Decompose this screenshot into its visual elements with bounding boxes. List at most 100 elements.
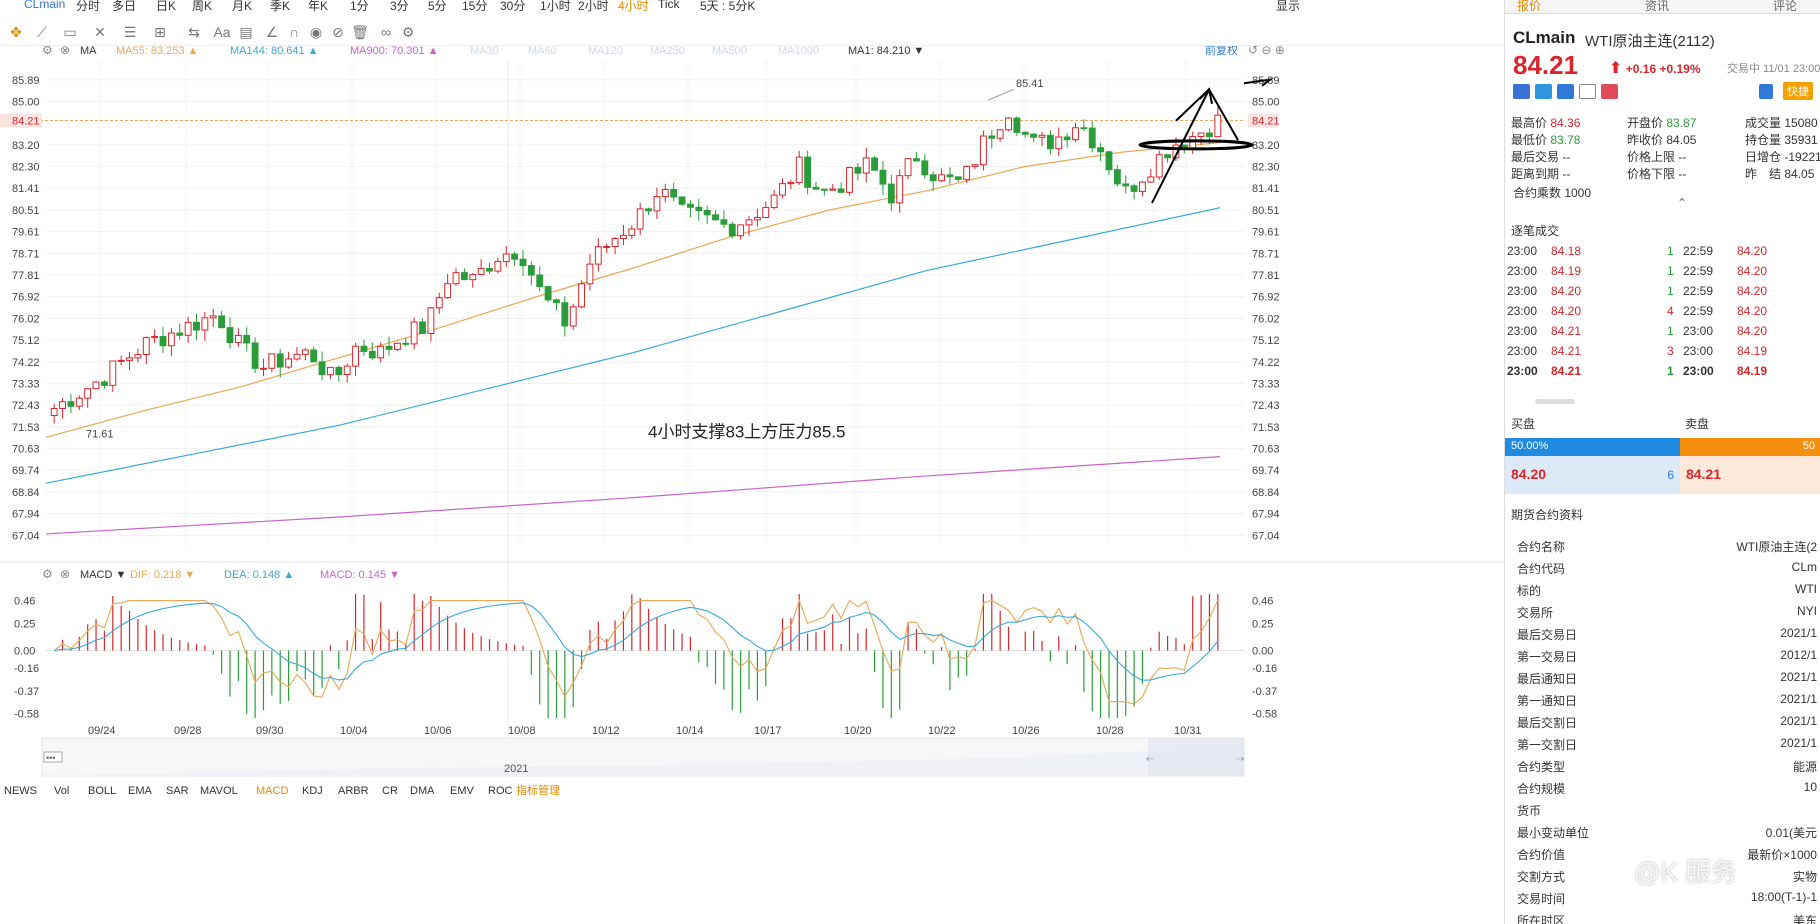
- display-menu[interactable]: 显示: [1276, 0, 1301, 13]
- indicator-tab[interactable]: Vol: [54, 785, 69, 797]
- ruler-tool-icon[interactable]: ∠: [265, 24, 279, 40]
- indicator-tab[interactable]: 指标管理: [516, 783, 560, 797]
- fibonacci-tool-icon[interactable]: ☰: [123, 24, 137, 40]
- y-tick-left: 69.74: [12, 465, 40, 477]
- faded-ma-legend: MA250: [650, 46, 685, 57]
- indicator-tab[interactable]: CR: [382, 785, 398, 797]
- person-icon[interactable]: [1557, 84, 1574, 99]
- candle-body: [795, 156, 803, 184]
- collapse-chevron-icon[interactable]: ⌃: [1677, 196, 1688, 210]
- trash-icon[interactable]: 🗑: [351, 24, 369, 40]
- indicator-tab[interactable]: BOLL: [88, 785, 116, 797]
- indicator-tab[interactable]: ARBR: [338, 785, 369, 797]
- y-tick-right: 67.94: [1252, 509, 1280, 521]
- candle-body: [385, 345, 393, 350]
- period-1[interactable]: 多日: [112, 0, 137, 13]
- indicator-tab[interactable]: ROC: [488, 785, 513, 797]
- bid-volume: 6: [1667, 468, 1674, 482]
- candle-body: [946, 174, 954, 178]
- indicator-tab[interactable]: EMV: [450, 785, 475, 797]
- hide-icon[interactable]: ⊘: [332, 24, 344, 40]
- support-ellipse: [1138, 139, 1254, 151]
- trade-cell: 84.18: [1551, 244, 1582, 258]
- trade-row: 23:00 84.21 1 23:00 84.20: [1507, 324, 1817, 344]
- indicator-tab[interactable]: MACD: [256, 785, 288, 797]
- heart-icon[interactable]: [1601, 84, 1618, 99]
- trade-cell: 84.21: [1551, 344, 1582, 358]
- period-5[interactable]: 季K: [270, 0, 291, 13]
- trades-title: 逐笔成交: [1511, 224, 1560, 238]
- period-2[interactable]: 日K: [156, 0, 177, 13]
- period-11[interactable]: 30分: [500, 0, 526, 13]
- info-row: 所在时区 美东: [1517, 912, 1817, 924]
- trades-scrollbar[interactable]: [1535, 399, 1575, 404]
- candle-body: [360, 345, 368, 352]
- comment-tool-icon[interactable]: ▤: [239, 24, 253, 40]
- period-4[interactable]: 月K: [232, 0, 253, 13]
- period-7[interactable]: 1分: [350, 0, 369, 13]
- macd-y-tick-left: -0.16: [14, 663, 39, 675]
- candle-body: [469, 273, 477, 281]
- price-chart[interactable]: ⚙ ⊗ MA MA55: 83.253 ▲ MA144: 80.641 ▲ MA900: …: [0, 43, 1504, 924]
- chart-svg[interactable]: ⚙ ⊗ MA MA55: 83.253 ▲ MA144: 80.641 ▲ MA900: …: [0, 43, 1504, 924]
- indicator-tab[interactable]: SAR: [166, 785, 189, 797]
- macd-settings-icon: ⚙: [42, 567, 53, 581]
- link-icon[interactable]: ∞: [381, 24, 391, 40]
- period-0[interactable]: 分时: [76, 0, 101, 13]
- indicator-tab[interactable]: NEWS: [4, 785, 37, 797]
- grid-tool-icon[interactable]: ⊞: [154, 24, 166, 40]
- tab-news[interactable]: 资讯: [1645, 0, 1670, 13]
- crosshair-icon[interactable]: ✥: [10, 24, 22, 40]
- document-icon[interactable]: [1579, 84, 1596, 99]
- period-8[interactable]: 3分: [390, 0, 409, 13]
- trade-cell: 84.20: [1737, 264, 1768, 278]
- candle-body: [142, 337, 150, 356]
- settings-icon[interactable]: ⚙: [401, 24, 415, 40]
- symbol-selector[interactable]: CLmain: [24, 0, 66, 11]
- tab-quote[interactable]: 报价: [1517, 0, 1542, 13]
- candle-body: [1206, 132, 1213, 138]
- candle-body: [628, 228, 636, 236]
- period-3[interactable]: 周K: [192, 0, 213, 13]
- period-10[interactable]: 15分: [462, 0, 488, 13]
- period-14[interactable]: 4小时: [618, 0, 649, 13]
- candle-body: [511, 253, 519, 260]
- y-tick-right: 77.81: [1252, 270, 1280, 282]
- candle-body: [159, 336, 167, 347]
- y-tick-left: 70.63: [12, 444, 40, 456]
- indicator-tab[interactable]: MAVOL: [200, 785, 238, 797]
- period-9[interactable]: 5分: [428, 0, 447, 13]
- macd-dea-legend: DEA: 0.148 ▲: [224, 569, 294, 581]
- candle-body: [176, 332, 184, 336]
- info-row: 合约代码 CLm: [1517, 560, 1817, 582]
- info-row: 交易所 NYI: [1517, 604, 1817, 626]
- candle-body: [327, 366, 334, 376]
- candle-body: [820, 188, 828, 191]
- bell-icon[interactable]: [1759, 84, 1773, 99]
- indicator-tab[interactable]: KDJ: [302, 785, 323, 797]
- text-tool-icon[interactable]: Aa: [213, 24, 231, 40]
- period-13[interactable]: 2小时: [578, 0, 609, 13]
- period-12[interactable]: 1小时: [540, 0, 571, 13]
- line-tool-icon[interactable]: ⟋: [37, 24, 47, 40]
- lightning-icon[interactable]: [1535, 84, 1552, 99]
- indicator-tab[interactable]: DMA: [410, 785, 435, 797]
- candle-body: [695, 206, 703, 212]
- period-15[interactable]: Tick: [658, 0, 680, 11]
- quick-trade-button[interactable]: 快捷: [1783, 82, 1813, 100]
- candle-body: [1063, 136, 1071, 141]
- high-pointer: [987, 88, 1015, 101]
- candle-body: [318, 361, 326, 376]
- period-16[interactable]: 5天 : 5分K: [700, 0, 756, 13]
- arrows-tool-icon[interactable]: ⇆: [188, 24, 200, 40]
- candle-body: [904, 158, 912, 177]
- tab-comments[interactable]: 评论: [1773, 0, 1798, 13]
- rectangle-tool-icon[interactable]: ▭: [63, 24, 77, 40]
- y-tick-right: 82.30: [1252, 162, 1280, 174]
- magnet-icon[interactable]: ∩: [288, 24, 300, 40]
- flag-icon[interactable]: [1513, 84, 1530, 99]
- period-6[interactable]: 年K: [308, 0, 329, 13]
- indicator-tab[interactable]: EMA: [128, 785, 153, 797]
- fork-tool-icon[interactable]: ✕: [94, 24, 106, 40]
- eye-icon[interactable]: ◉: [309, 24, 323, 40]
